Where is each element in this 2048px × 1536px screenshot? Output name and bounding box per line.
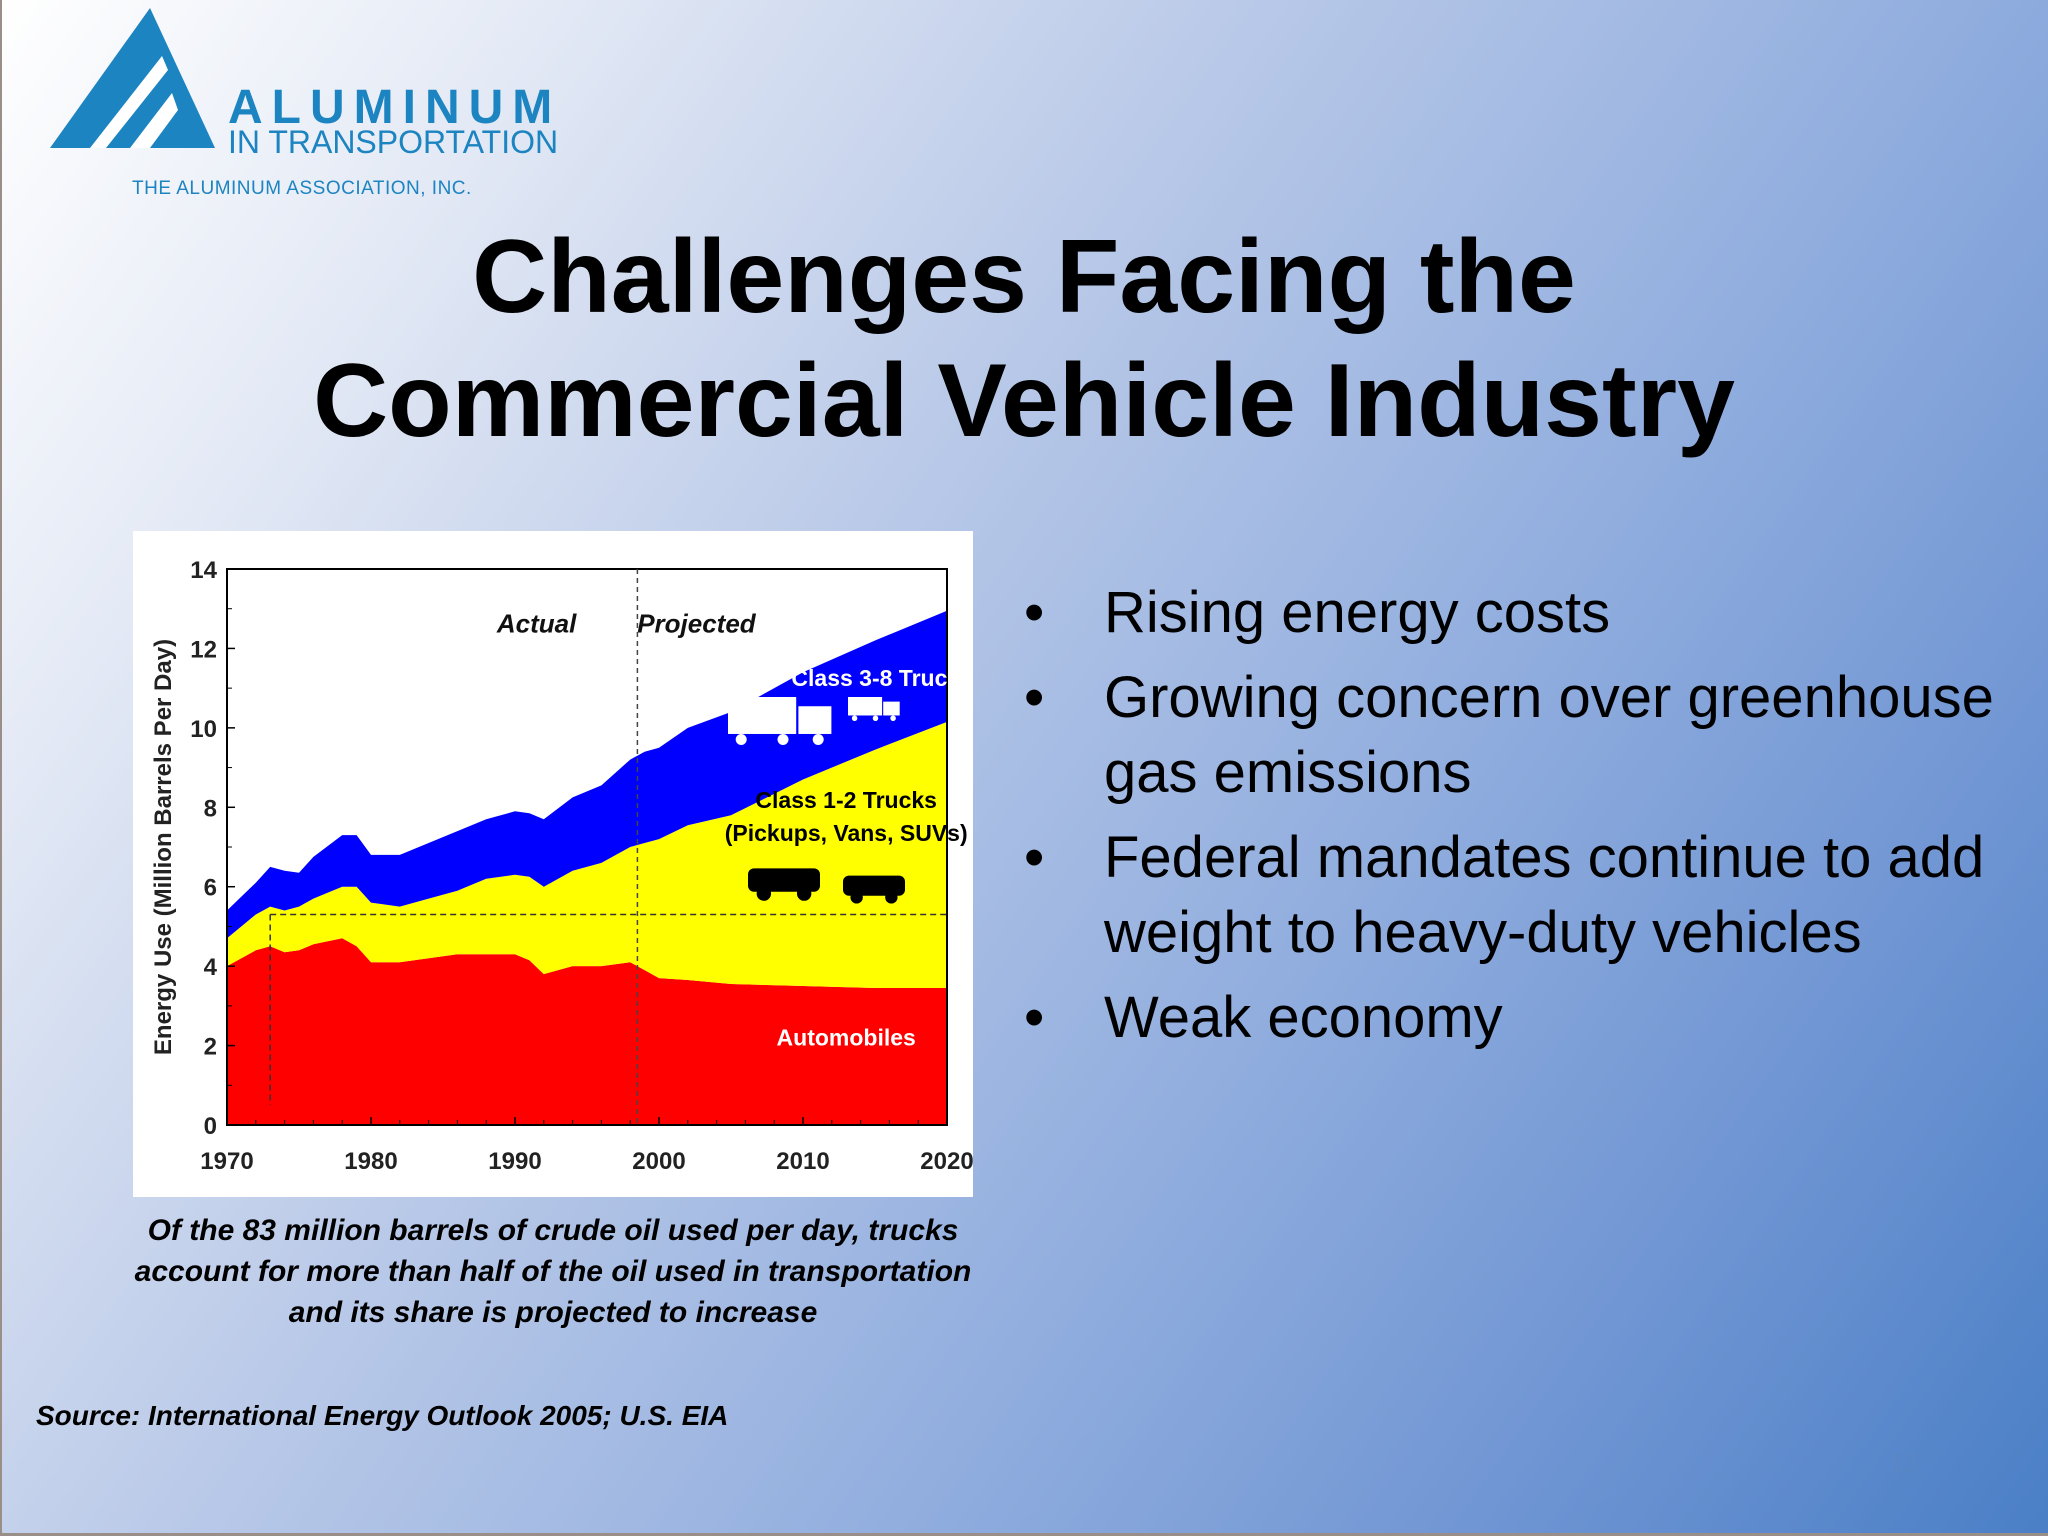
box-truck-icon-wheel <box>851 715 858 722</box>
pickup-icon-wheel <box>850 891 863 904</box>
bullet-text: Rising energy costs <box>1104 580 1611 645</box>
page-number: 13 <box>1890 1448 1918 1479</box>
y-tick-label: 6 <box>204 875 217 902</box>
slide-border-left <box>0 0 2 1536</box>
bullet-dot: • <box>1024 985 1045 1050</box>
bullet-dot: • <box>1024 665 1045 730</box>
y-tick-label: 14 <box>190 557 217 584</box>
y-axis-label: Energy Use (Million Barrels Per Day) <box>150 639 177 1055</box>
box-truck-icon-wheel <box>890 715 896 722</box>
chart-annotation: Actual <box>496 609 577 639</box>
slide-title: Challenges Facing the Commercial Vehicle… <box>0 215 2048 463</box>
bullet-text: Federal mandates continue to add weight … <box>1104 825 1985 965</box>
semi-truck-icon-wheel <box>777 734 789 746</box>
suv-icon-wheel <box>756 886 772 901</box>
x-tick-label: 1980 <box>344 1148 397 1175</box>
bullet-item: • Growing concern over greenhouse gas emi… <box>1020 660 2020 810</box>
semi-truck-icon-trailer <box>728 697 797 734</box>
series-label-automobiles: Automobiles <box>777 1025 916 1051</box>
bullet-text: Weak economy <box>1104 985 1503 1050</box>
series-label-class-1-2-trucks-detail: (Pickups, Vans, SUVs) <box>725 820 968 846</box>
series-label-class-1-2-trucks: Class 1-2 Trucks <box>755 787 937 813</box>
y-tick-label: 0 <box>204 1113 217 1140</box>
suv-icon-wheel <box>796 886 812 901</box>
series-label-class-3-8-trucks: Class 3-8 Trucks <box>791 665 973 691</box>
pickup-icon-wheel <box>885 891 898 904</box>
semi-truck-icon-cab <box>798 706 832 734</box>
box-truck-icon-cab <box>883 701 900 716</box>
slide-title-line-1: Challenges Facing the <box>472 219 1576 335</box>
logo-word-aluminum: ALUMINUM <box>228 81 562 134</box>
bullet-dot: • <box>1024 580 1045 645</box>
chart-svg: 0 2 4 6 8 10 12 14 1970 1980 1990 2000 2010 2020 Energ… <box>150 557 973 1175</box>
logo-word-in-transportation: IN TRANSPORTATION <box>228 124 559 160</box>
semi-truck-icon-wheel <box>735 734 747 746</box>
slide-border-bottom <box>0 1533 2048 1536</box>
pickup-icon-body <box>843 875 905 896</box>
y-tick-label: 2 <box>204 1034 217 1061</box>
x-tick-label: 1990 <box>488 1148 541 1175</box>
bullet-item: • Federal mandates continue to add weight… <box>1020 820 2020 970</box>
box-truck-icon-trailer <box>848 697 883 716</box>
y-tick-label: 4 <box>204 954 218 981</box>
bullet-item: • Rising energy costs <box>1020 575 2020 650</box>
y-tick-label: 12 <box>190 636 217 663</box>
area-class-3-8-trucks <box>227 610 947 939</box>
x-tick-label: 1970 <box>200 1148 253 1175</box>
triangle-road-logo-icon <box>50 8 215 148</box>
x-tick-label: 2000 <box>632 1148 685 1175</box>
area-automobiles <box>227 938 947 1125</box>
suv-icon-body <box>748 868 820 892</box>
energy-use-chart: 0 2 4 6 8 10 12 14 1970 1980 1990 2000 2010 2020 Energ… <box>133 531 973 1197</box>
area-class-1-2-trucks-pickups-vans-suvs <box>227 721 947 988</box>
logo-association-name: THE ALUMINUM ASSOCIATION, INC. <box>132 178 472 199</box>
x-tick-label: 2020 <box>920 1148 973 1175</box>
box-truck-icon-wheel <box>872 715 879 722</box>
bullet-dot: • <box>1024 825 1045 890</box>
aluminum-association-logo: ALUMINUM IN TRANSPORTATION THE ALUMINUM … <box>50 8 570 199</box>
bullet-item: • Weak economy <box>1020 980 2020 1055</box>
chart-caption: Of the 83 million barrels of crude oil u… <box>134 1214 972 1329</box>
semi-truck-icon-wheel <box>812 734 824 746</box>
y-tick-label: 10 <box>190 716 217 743</box>
bullet-text: Growing concern over greenhouse gas emis… <box>1104 665 1994 805</box>
y-tick-label: 8 <box>204 795 217 822</box>
chart-annotation: Projected <box>637 609 757 639</box>
x-tick-label: 2010 <box>776 1148 829 1175</box>
bullet-list: • Rising energy costs • Growing concern ov… <box>1020 575 2020 1065</box>
source-note: Source: International Energy Outlook 200… <box>36 1400 729 1431</box>
slide-title-line-2: Commercial Vehicle Industry <box>313 343 1735 459</box>
